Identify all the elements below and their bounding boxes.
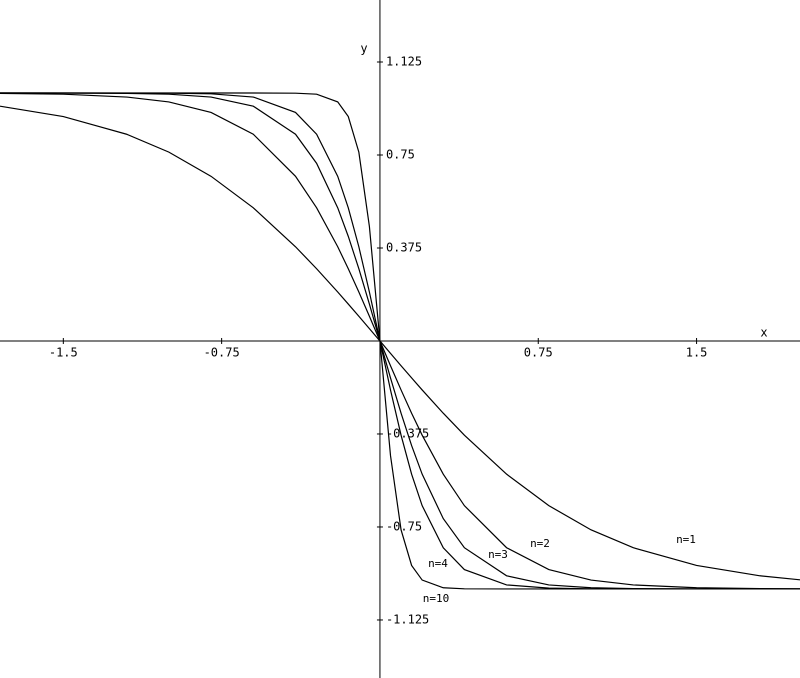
- curve-label: n=3: [488, 548, 508, 561]
- curve-label: n=4: [428, 557, 448, 570]
- y-tick-label: 0.75: [386, 147, 415, 161]
- y-tick-label: -1.125: [386, 612, 429, 626]
- curve-label: n=10: [423, 592, 450, 605]
- curve: [0, 105, 800, 581]
- x-tick-label: -1.5: [49, 345, 78, 359]
- y-tick-label: 1.125: [386, 54, 422, 68]
- y-axis-label: y: [360, 42, 367, 56]
- x-tick-label: 1.5: [686, 345, 708, 359]
- curve-label: n=1: [676, 533, 696, 546]
- curve-label: n=2: [530, 537, 550, 550]
- x-tick-label: -0.75: [204, 345, 240, 359]
- curve: [0, 92, 800, 590]
- curve: [0, 92, 800, 590]
- y-tick-label: 0.375: [386, 240, 422, 254]
- y-tick-label: -0.75: [386, 519, 422, 533]
- curve: [0, 92, 800, 590]
- x-tick-label: 0.75: [524, 345, 553, 359]
- x-axis-label: x: [760, 326, 767, 340]
